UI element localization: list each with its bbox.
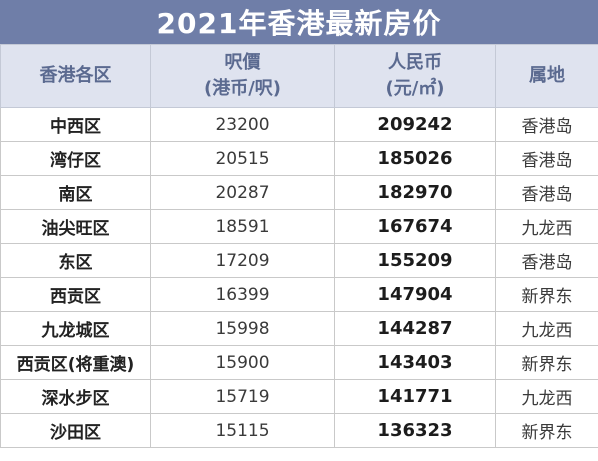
header-price-per-sqm: 人民币 (元/㎡) bbox=[334, 44, 496, 108]
table-row: 中西区 23200 209242 香港岛 bbox=[0, 107, 598, 142]
cell-price-per-sqm: 182970 bbox=[334, 175, 496, 210]
cell-region: 香港岛 bbox=[495, 107, 598, 142]
cell-price-per-sqm: 147904 bbox=[334, 277, 496, 312]
price-table: 香港各区 呎價 (港币/呎) 人民币 (元/㎡) 属地 中西区 23200 2 bbox=[0, 44, 598, 448]
cell-price-per-sqm: 143403 bbox=[334, 345, 496, 380]
table-row: 西贡区 16399 147904 新界东 bbox=[0, 277, 598, 312]
header-price-per-foot-label: 呎價 bbox=[224, 52, 261, 73]
header-row: 香港各区 呎價 (港币/呎) 人民币 (元/㎡) 属地 bbox=[0, 44, 598, 108]
cell-price-per-sqm: 167674 bbox=[334, 209, 496, 244]
header-region-label: 属地 bbox=[529, 65, 565, 86]
header-region: 属地 bbox=[495, 44, 598, 108]
cell-district: 沙田区 bbox=[0, 413, 151, 448]
cell-district: 西贡区(将重澳) bbox=[0, 345, 151, 380]
table-row: 南区 20287 182970 香港岛 bbox=[0, 175, 598, 210]
table-row: 沙田区 15115 136323 新界东 bbox=[0, 413, 598, 448]
cell-region: 新界东 bbox=[495, 345, 598, 380]
table-row: 深水步区 15719 141771 九龙西 bbox=[0, 379, 598, 414]
table-row: 湾仔区 20515 185026 香港岛 bbox=[0, 141, 598, 176]
table-row: 九龙城区 15998 144287 九龙西 bbox=[0, 311, 598, 346]
cell-price-per-sqm: 144287 bbox=[334, 311, 496, 346]
cell-region: 九龙西 bbox=[495, 311, 598, 346]
cell-district: 南区 bbox=[0, 175, 151, 210]
header-price-per-sqm-unit: (元/㎡) bbox=[385, 78, 445, 99]
table-row: 西贡区(将重澳) 15900 143403 新界东 bbox=[0, 345, 598, 380]
page-title: 2021年香港最新房价 bbox=[0, 0, 598, 44]
cell-region: 香港岛 bbox=[495, 141, 598, 176]
cell-price-per-foot: 20287 bbox=[150, 175, 335, 210]
cell-price-per-sqm: 141771 bbox=[334, 379, 496, 414]
cell-price-per-sqm: 136323 bbox=[334, 413, 496, 448]
cell-district: 深水步区 bbox=[0, 379, 151, 414]
header-price-per-foot: 呎價 (港币/呎) bbox=[150, 44, 335, 108]
cell-district: 中西区 bbox=[0, 107, 151, 142]
cell-price-per-sqm: 185026 bbox=[334, 141, 496, 176]
cell-price-per-sqm: 155209 bbox=[334, 243, 496, 278]
cell-district: 东区 bbox=[0, 243, 151, 278]
cell-price-per-foot: 15900 bbox=[150, 345, 335, 380]
cell-price-per-foot: 17209 bbox=[150, 243, 335, 278]
cell-price-per-foot: 23200 bbox=[150, 107, 335, 142]
cell-region: 九龙西 bbox=[495, 379, 598, 414]
cell-price-per-foot: 15719 bbox=[150, 379, 335, 414]
cell-district: 油尖旺区 bbox=[0, 209, 151, 244]
cell-region: 香港岛 bbox=[495, 175, 598, 210]
cell-district: 九龙城区 bbox=[0, 311, 151, 346]
cell-region: 新界东 bbox=[495, 277, 598, 312]
cell-price-per-foot: 18591 bbox=[150, 209, 335, 244]
cell-price-per-sqm: 209242 bbox=[334, 107, 496, 142]
header-district-label: 香港各区 bbox=[39, 65, 112, 86]
table-row: 东区 17209 155209 香港岛 bbox=[0, 243, 598, 278]
cell-district: 湾仔区 bbox=[0, 141, 151, 176]
header-price-per-sqm-label: 人民币 bbox=[388, 52, 442, 73]
table-row: 油尖旺区 18591 167674 九龙西 bbox=[0, 209, 598, 244]
cell-price-per-foot: 16399 bbox=[150, 277, 335, 312]
cell-region: 九龙西 bbox=[495, 209, 598, 244]
cell-region: 香港岛 bbox=[495, 243, 598, 278]
header-district: 香港各区 bbox=[0, 44, 151, 108]
cell-district: 西贡区 bbox=[0, 277, 151, 312]
cell-region: 新界东 bbox=[495, 413, 598, 448]
cell-price-per-foot: 15998 bbox=[150, 311, 335, 346]
cell-price-per-foot: 15115 bbox=[150, 413, 335, 448]
cell-price-per-foot: 20515 bbox=[150, 141, 335, 176]
header-price-per-foot-unit: (港币/呎) bbox=[203, 78, 282, 99]
